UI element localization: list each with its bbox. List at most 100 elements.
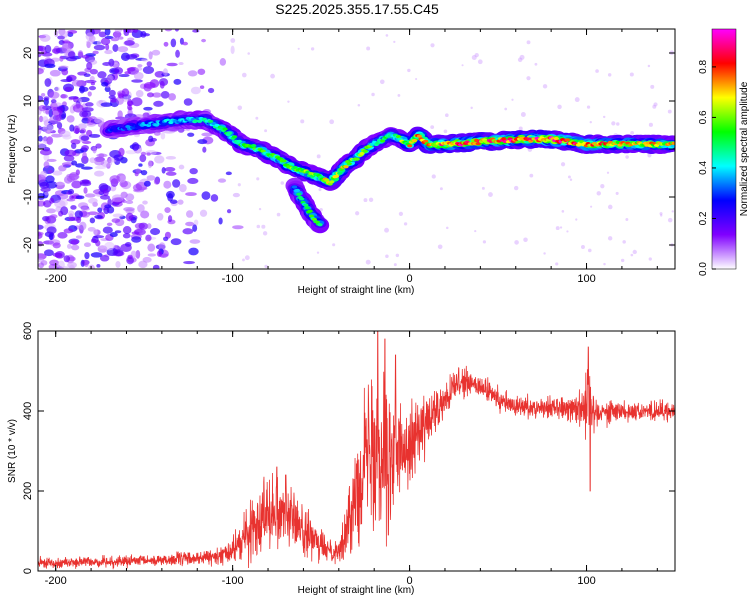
spectrogram-noise-blob xyxy=(58,65,69,69)
spectrogram-noise-blob xyxy=(113,249,124,257)
spectrogram-noise-blob xyxy=(85,102,94,107)
spectrogram-noise-dot xyxy=(287,100,290,103)
spectrogram-noise-blob xyxy=(39,199,45,207)
spectrogram-noise-blob xyxy=(147,160,153,169)
spectrogram-noise-blob xyxy=(169,199,178,204)
spectrogram-noise-dot xyxy=(561,210,565,213)
spectrogram-noise-dot xyxy=(262,231,268,236)
spectrogram-noise-blob xyxy=(88,264,96,269)
spectrogram-noise-blob xyxy=(38,135,43,142)
spectrogram-noise-dot xyxy=(368,197,374,203)
spectrogram-noise-blob xyxy=(232,192,240,198)
spectrogram-noise-blob xyxy=(40,149,52,156)
spectrogram-noise-blob xyxy=(145,234,152,242)
spectrogram-noise-blob xyxy=(142,66,155,74)
spectrogram-noise-blob xyxy=(67,243,72,249)
spectrogram-noise-blob xyxy=(124,71,132,75)
spectrogram-noise-blob xyxy=(52,170,63,176)
spectrogram-noise-blob xyxy=(51,133,63,138)
spectrogram-noise-dot xyxy=(555,226,560,231)
spectrogram-noise-blob xyxy=(65,56,78,62)
spectrogram-noise-blob xyxy=(87,91,92,97)
spectrogram-noise-blob xyxy=(50,99,57,104)
spectrogram-noise-dot xyxy=(590,205,593,208)
spectrogram-noise-dot xyxy=(393,263,397,267)
spectrogram-noise-blob xyxy=(63,154,75,162)
spectrogram-noise-dot xyxy=(363,198,368,203)
spectrogram-noise-blob xyxy=(97,71,107,79)
spectrogram-noise-blob xyxy=(38,104,47,112)
colorbar-tick-label: 0.6 xyxy=(698,110,709,124)
spectrogram-noise-blob xyxy=(131,97,143,107)
spectrogram-noise-dot xyxy=(526,40,531,45)
spectrogram-noise-dot xyxy=(607,236,613,241)
spectrogram-noise-blob xyxy=(92,50,99,55)
spectrogram-noise-blob xyxy=(218,217,223,225)
spectrogram-noise-blob xyxy=(39,181,50,189)
spectrogram-noise-blob xyxy=(187,70,198,77)
spectrogram-noise-blob xyxy=(230,45,235,55)
spectrogram-noise-blob xyxy=(43,200,52,208)
spectrogram-noise-blob xyxy=(47,169,53,174)
y-tick-label: -10 xyxy=(22,189,34,205)
y-tick-label: 600 xyxy=(22,322,34,340)
spectrogram-noise-blob xyxy=(161,166,166,174)
spectrogram-noise-dot xyxy=(445,113,449,118)
spectrogram-noise-dot xyxy=(256,177,260,181)
spectrogram-noise-blob xyxy=(102,188,109,197)
spectrogram-noise-blob xyxy=(38,142,46,150)
spectrogram-noise-blob xyxy=(54,199,66,208)
spectrogram-noise-blob xyxy=(90,81,96,86)
spectrogram-noise-blob xyxy=(43,161,50,169)
spectrogram-noise-blob xyxy=(140,169,148,176)
spectrogram-noise-dot xyxy=(471,55,477,60)
spectrogram-noise-blob xyxy=(143,106,153,111)
spectrogram-noise-blob xyxy=(67,261,77,269)
spectrogram-noise-blob xyxy=(84,79,97,84)
spectrogram-noise-blob xyxy=(38,257,45,263)
spectrogram-ridge-cell xyxy=(281,159,287,163)
spectrogram-noise-dot xyxy=(602,115,606,119)
spectrogram-noise-blob xyxy=(39,34,51,42)
spectrogram-noise-dot xyxy=(318,188,322,192)
spectrogram-noise-dot xyxy=(606,171,610,174)
spectrogram-ridge-cell xyxy=(251,144,257,148)
spectrogram-noise-blob xyxy=(188,247,199,256)
spectrogram-noise-blob xyxy=(38,95,44,103)
spectrogram-xlabel: Height of straight line (km) xyxy=(298,285,415,296)
spectrogram-noise-blob xyxy=(104,241,115,251)
spectrogram-noise-blob xyxy=(170,38,177,48)
spectrogram-noise-dot xyxy=(258,207,262,211)
spectrogram-noise-blob xyxy=(187,132,195,137)
spectrogram-noise-dot xyxy=(513,185,519,191)
spectrogram-noise-blob xyxy=(182,41,188,46)
spectrogram-noise-dot xyxy=(255,116,259,120)
spectrogram-ridge-cell xyxy=(671,141,675,145)
spectrogram-noise-blob xyxy=(88,85,96,91)
spectrogram-noise-dot xyxy=(671,210,674,213)
y-tick-label: 0 xyxy=(22,568,34,574)
spectrogram-noise-blob xyxy=(154,70,166,78)
spectrogram-noise-blob xyxy=(63,255,71,263)
spectrogram-noise-dot xyxy=(647,153,652,158)
spectrogram-noise-blob xyxy=(117,46,129,53)
spectrogram-noise-blob xyxy=(165,171,177,176)
spectrogram-noise-blob xyxy=(81,54,90,59)
spectrogram-noise-blob xyxy=(54,86,60,92)
spectrogram-noise-dot xyxy=(430,125,435,130)
spectrogram-noise-blob xyxy=(160,132,166,140)
spectrogram-ridge-cell xyxy=(359,151,365,156)
spectrogram-noise-blob xyxy=(119,175,127,183)
spectrogram-noise-blob xyxy=(148,135,154,143)
spectrogram-noise-dot xyxy=(244,255,250,261)
spectrogram-ridge-cell xyxy=(396,135,402,139)
spectrogram-noise-blob xyxy=(56,122,63,129)
spectrogram-noise-dot xyxy=(398,211,404,216)
spectrogram-ridge-cell xyxy=(308,214,315,218)
spectrogram-noise-blob xyxy=(117,110,123,119)
spectrogram-noise-blob xyxy=(178,62,184,66)
spectrogram-ridge-cell xyxy=(299,197,305,201)
spectrogram-noise-blob xyxy=(219,58,227,66)
spectrogram-noise-blob xyxy=(43,249,54,257)
